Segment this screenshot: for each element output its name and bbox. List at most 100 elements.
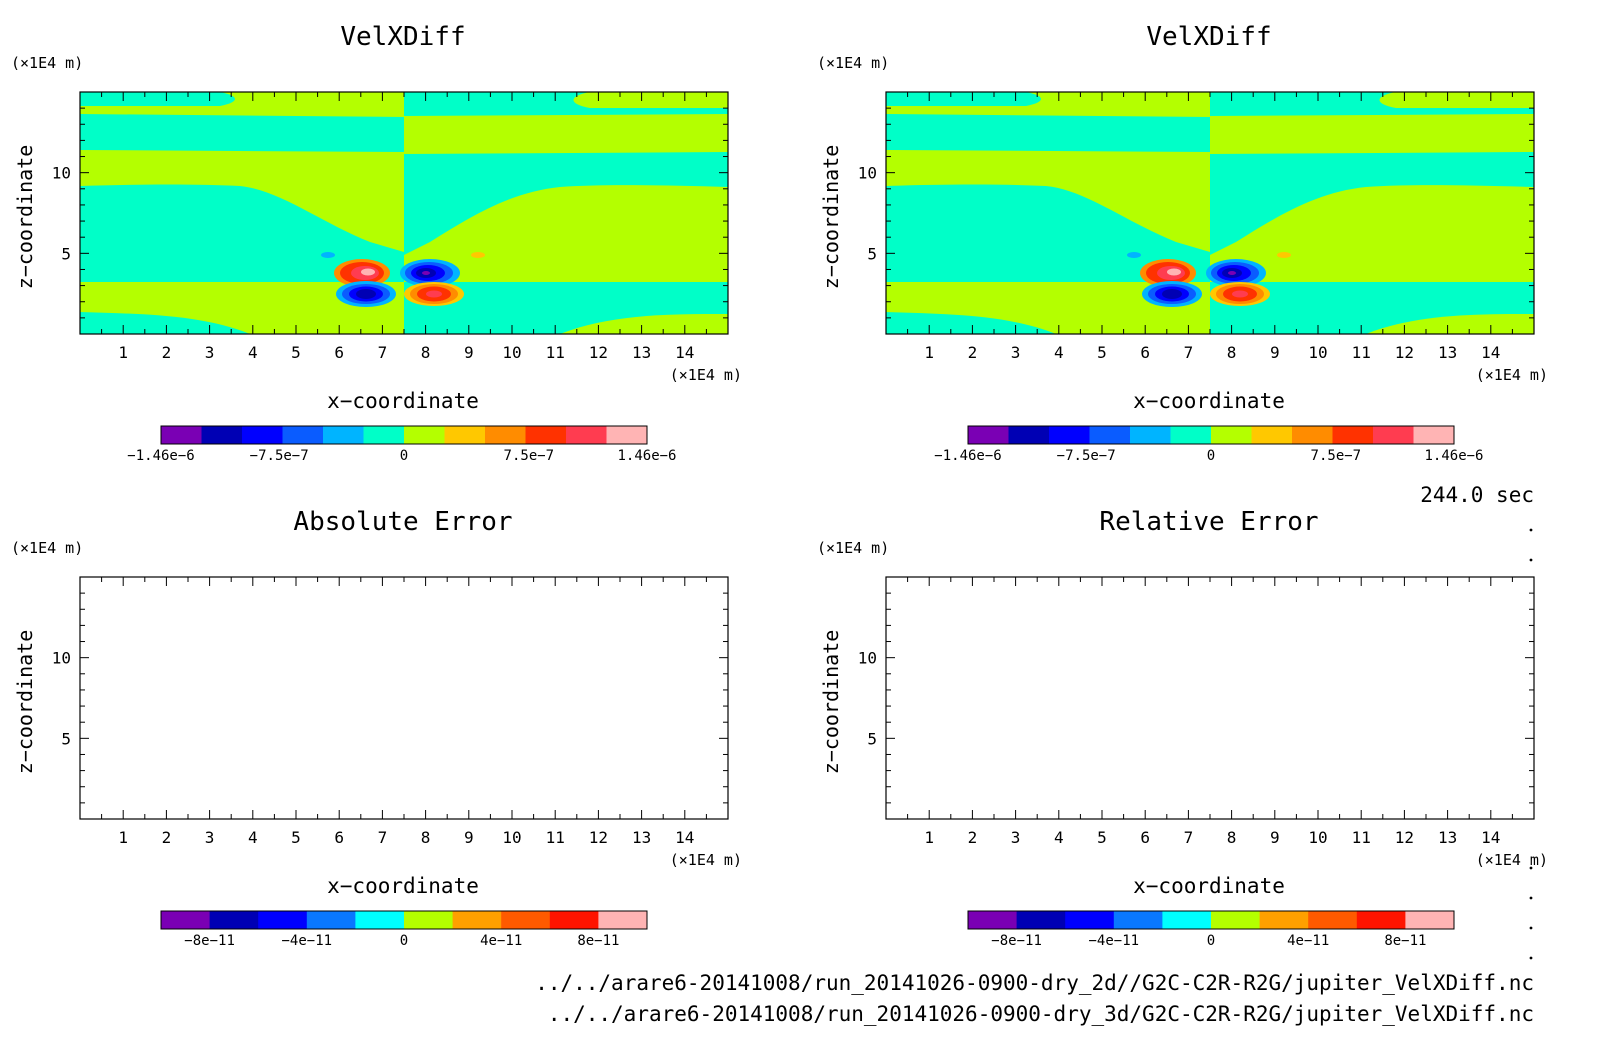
colorbar-tick-label: −4e−11 xyxy=(282,933,333,949)
file-path-2: ../../arare6-20141008/run_20141026-0900-… xyxy=(548,1002,1534,1026)
colorbar-swatch xyxy=(1016,911,1066,929)
x-axis-label: x−coordinate xyxy=(1133,389,1285,413)
band-right-top xyxy=(1379,92,1534,108)
x-unit-label: (×1E4 m) xyxy=(1476,851,1548,869)
x-tick-label: 2 xyxy=(968,343,978,362)
x-tick-label: 1 xyxy=(118,343,128,362)
x-tick-label: 8 xyxy=(421,343,431,362)
x-tick-label: 11 xyxy=(546,343,565,362)
x-tick-label: 7 xyxy=(1184,828,1194,847)
colorbar-tick-label: −8e−11 xyxy=(991,933,1042,949)
colorbar-swatch xyxy=(242,426,283,444)
colorbar-tick-label: 0 xyxy=(400,448,408,464)
colorbar-swatch xyxy=(452,911,502,929)
colorbar-frame xyxy=(160,910,648,930)
x-tick-label: 14 xyxy=(675,828,694,847)
band-right-upper xyxy=(1210,114,1534,154)
blob-small-warm xyxy=(1277,252,1291,258)
colorbar-swatch xyxy=(306,911,356,929)
colorbar-tick-label: −1.46e−6 xyxy=(127,448,194,464)
colorbar-tick-label: −7.5e−7 xyxy=(250,448,309,464)
x-tick-label: 6 xyxy=(1140,343,1150,362)
y-tick-label: 10 xyxy=(858,164,877,183)
colorbar-tick-label: 0 xyxy=(1207,933,1215,949)
blob-ll-4 xyxy=(356,289,376,299)
x-tick-label: 10 xyxy=(1308,343,1327,362)
x-tick-label: 4 xyxy=(1054,343,1064,362)
file-path-1: ../../arare6-20141008/run_20141026-0900-… xyxy=(535,971,1534,995)
band-right-middle xyxy=(1210,185,1534,284)
chart-title: VelXDiff xyxy=(340,22,465,52)
blob-small-warm xyxy=(471,252,485,258)
x-tick-label: 12 xyxy=(1395,828,1414,847)
chart-title: Relative Error xyxy=(1099,507,1318,537)
y-tick-label: 10 xyxy=(858,649,877,668)
colorbar-swatch xyxy=(598,911,648,929)
colorbar-swatch xyxy=(1211,911,1261,929)
colorbar-tick-label: 7.5e−7 xyxy=(504,448,555,464)
colorbar-frame xyxy=(967,910,1455,930)
x-unit-label: (×1E4 m) xyxy=(1476,366,1548,384)
blob-ll-4 xyxy=(1162,289,1182,299)
blob-lr-4 xyxy=(1232,290,1248,298)
x-tick-label: 1 xyxy=(924,343,934,362)
x-tick-label: 10 xyxy=(1308,828,1327,847)
colorbar-swatch xyxy=(1308,911,1358,929)
colorbar-tick-label: −7.5e−7 xyxy=(1057,448,1116,464)
colorbar-swatch xyxy=(161,426,202,444)
x-tick-label: 1 xyxy=(924,828,934,847)
margin-dot xyxy=(1529,956,1533,960)
y-unit-label: (×1E4 m) xyxy=(817,54,889,72)
x-tick-label: 7 xyxy=(1184,343,1194,362)
x-tick-label: 2 xyxy=(162,343,172,362)
blob-lr-4 xyxy=(426,290,442,298)
colorbar-swatch xyxy=(1162,911,1212,929)
y-axis-label: z−coordinate xyxy=(819,630,843,775)
colorbar-tick-label: −1.46e−6 xyxy=(934,448,1001,464)
colorbar-swatch xyxy=(404,426,445,444)
colorbar-swatch xyxy=(1332,426,1374,444)
colorbar-tick-label: 4e−11 xyxy=(1287,933,1329,949)
colorbar-tick-label: −8e−11 xyxy=(184,933,235,949)
x-tick-label: 11 xyxy=(1352,828,1371,847)
colorbar-swatch xyxy=(1065,911,1115,929)
x-tick-label: 10 xyxy=(502,828,521,847)
colorbar-swatch xyxy=(485,426,526,444)
colorbar-swatch xyxy=(1170,426,1212,444)
colorbar-swatch xyxy=(1130,426,1171,444)
x-tick-label: 8 xyxy=(1227,343,1237,362)
blob-small-cool xyxy=(1127,252,1141,258)
x-tick-label: 3 xyxy=(1011,828,1021,847)
band-left-top xyxy=(886,92,1041,106)
x-tick-label: 9 xyxy=(464,343,474,362)
x-tick-label: 2 xyxy=(162,828,172,847)
margin-dot xyxy=(1529,866,1533,870)
blob-small-cool xyxy=(321,252,335,258)
x-tick-label: 13 xyxy=(632,828,651,847)
y-unit-label: (×1E4 m) xyxy=(11,539,83,557)
blob-ur-5 xyxy=(422,271,430,275)
colorbar-tick-label: 0 xyxy=(400,933,408,949)
colorbar-tick-label: 8e−11 xyxy=(1384,933,1426,949)
colorbar-swatch xyxy=(1211,426,1252,444)
colorbar-swatch xyxy=(1292,426,1333,444)
y-tick-label: 10 xyxy=(52,649,71,668)
band-left-top xyxy=(80,92,235,106)
x-tick-label: 6 xyxy=(334,828,344,847)
y-unit-label: (×1E4 m) xyxy=(817,539,889,557)
colorbar-swatch xyxy=(1251,426,1293,444)
y-tick-label: 5 xyxy=(867,244,877,263)
x-tick-label: 9 xyxy=(1270,828,1280,847)
colorbar-swatch xyxy=(1008,426,1050,444)
band-right-upper xyxy=(404,114,728,154)
band-left-lower xyxy=(80,312,250,334)
colorbar-tick-label: 1.46e−6 xyxy=(1424,448,1483,464)
x-tick-label: 5 xyxy=(1097,828,1107,847)
colorbar-swatch xyxy=(209,911,259,929)
margin-dot xyxy=(1529,896,1533,900)
x-axis-label: x−coordinate xyxy=(327,389,479,413)
